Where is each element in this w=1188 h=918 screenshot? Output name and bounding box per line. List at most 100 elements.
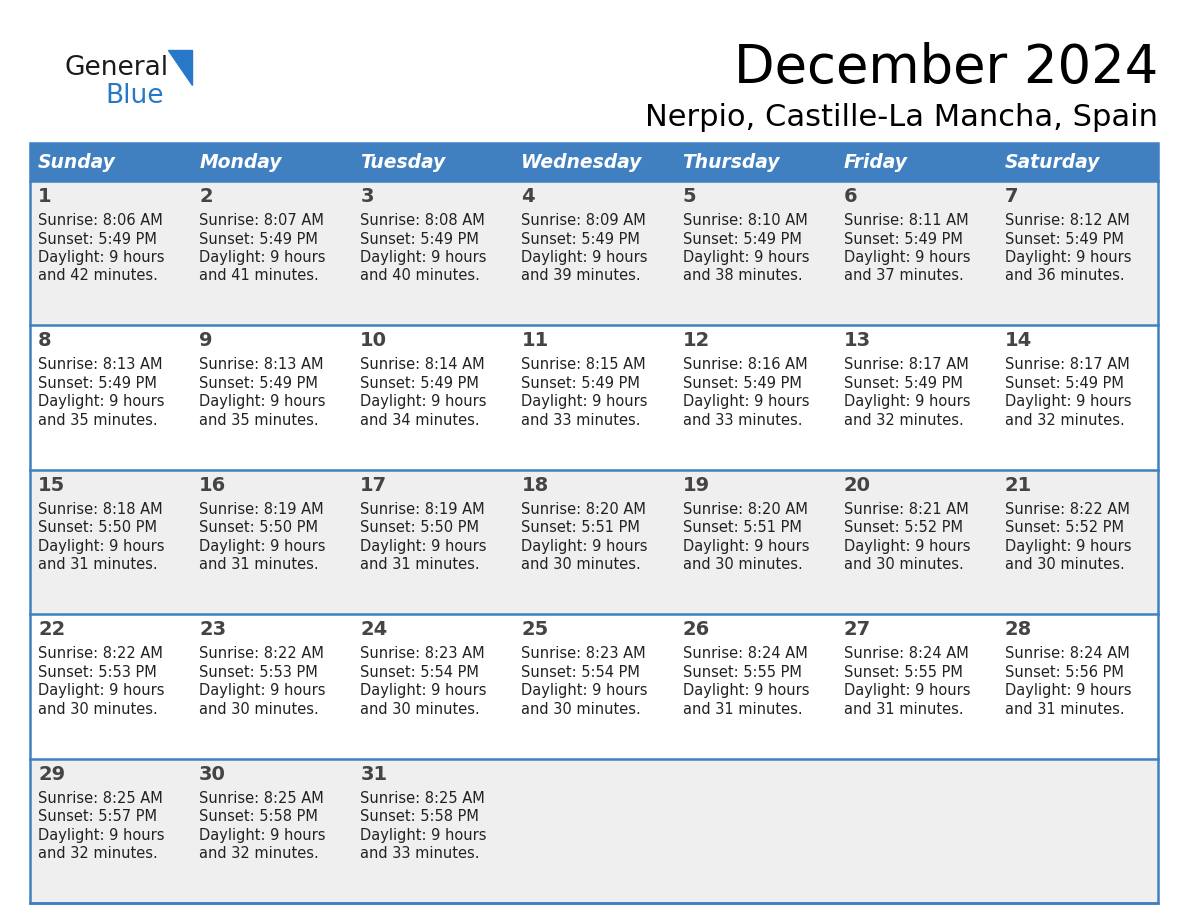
Bar xyxy=(30,181,1158,325)
Text: Sunrise: 8:08 AM: Sunrise: 8:08 AM xyxy=(360,213,485,228)
Bar xyxy=(30,614,1158,758)
Text: Sunrise: 8:17 AM: Sunrise: 8:17 AM xyxy=(1005,357,1130,373)
Text: 8: 8 xyxy=(38,331,51,351)
Text: and 32 minutes.: and 32 minutes. xyxy=(843,413,963,428)
Text: 28: 28 xyxy=(1005,621,1032,639)
Text: 30: 30 xyxy=(200,765,226,784)
Text: Sunset: 5:49 PM: Sunset: 5:49 PM xyxy=(522,375,640,391)
Text: 6: 6 xyxy=(843,187,858,206)
Text: Sunrise: 8:25 AM: Sunrise: 8:25 AM xyxy=(38,790,163,806)
Text: Sunset: 5:54 PM: Sunset: 5:54 PM xyxy=(360,665,479,679)
Text: Sunrise: 8:13 AM: Sunrise: 8:13 AM xyxy=(200,357,323,373)
Text: Daylight: 9 hours: Daylight: 9 hours xyxy=(200,683,326,699)
Text: and 33 minutes.: and 33 minutes. xyxy=(683,413,802,428)
Text: Sunrise: 8:24 AM: Sunrise: 8:24 AM xyxy=(1005,646,1130,661)
Text: and 38 minutes.: and 38 minutes. xyxy=(683,268,802,284)
Text: Sunset: 5:49 PM: Sunset: 5:49 PM xyxy=(38,375,157,391)
Text: Daylight: 9 hours: Daylight: 9 hours xyxy=(360,539,487,554)
Text: Sunset: 5:53 PM: Sunset: 5:53 PM xyxy=(38,665,157,679)
Bar xyxy=(353,143,513,181)
Text: and 31 minutes.: and 31 minutes. xyxy=(683,701,802,717)
Text: Daylight: 9 hours: Daylight: 9 hours xyxy=(522,250,647,265)
Text: 20: 20 xyxy=(843,476,871,495)
Text: 31: 31 xyxy=(360,765,387,784)
Text: Daylight: 9 hours: Daylight: 9 hours xyxy=(38,250,164,265)
Text: Sunrise: 8:12 AM: Sunrise: 8:12 AM xyxy=(1005,213,1130,228)
Text: Sunrise: 8:19 AM: Sunrise: 8:19 AM xyxy=(200,502,324,517)
Text: Daylight: 9 hours: Daylight: 9 hours xyxy=(1005,395,1131,409)
Text: 29: 29 xyxy=(38,765,65,784)
Text: Sunset: 5:52 PM: Sunset: 5:52 PM xyxy=(843,521,962,535)
Text: Sunrise: 8:20 AM: Sunrise: 8:20 AM xyxy=(522,502,646,517)
Text: Daylight: 9 hours: Daylight: 9 hours xyxy=(38,828,164,843)
Text: and 30 minutes.: and 30 minutes. xyxy=(522,557,642,572)
Text: Sunset: 5:49 PM: Sunset: 5:49 PM xyxy=(200,375,318,391)
Text: and 33 minutes.: and 33 minutes. xyxy=(522,413,642,428)
Text: 15: 15 xyxy=(38,476,65,495)
Bar xyxy=(30,758,1158,903)
Text: Sunrise: 8:06 AM: Sunrise: 8:06 AM xyxy=(38,213,163,228)
Bar xyxy=(30,325,1158,470)
Text: Sunrise: 8:11 AM: Sunrise: 8:11 AM xyxy=(843,213,968,228)
Bar xyxy=(675,143,835,181)
Text: Sunset: 5:58 PM: Sunset: 5:58 PM xyxy=(200,809,318,824)
Text: Sunrise: 8:23 AM: Sunrise: 8:23 AM xyxy=(522,646,646,661)
Text: Sunset: 5:57 PM: Sunset: 5:57 PM xyxy=(38,809,157,824)
Text: Sunrise: 8:22 AM: Sunrise: 8:22 AM xyxy=(1005,502,1130,517)
Text: Daylight: 9 hours: Daylight: 9 hours xyxy=(683,683,809,699)
Text: Daylight: 9 hours: Daylight: 9 hours xyxy=(683,250,809,265)
Text: Nerpio, Castille-La Mancha, Spain: Nerpio, Castille-La Mancha, Spain xyxy=(645,104,1158,132)
Bar xyxy=(30,143,191,181)
Text: 10: 10 xyxy=(360,331,387,351)
Text: 14: 14 xyxy=(1005,331,1032,351)
Text: Sunrise: 8:16 AM: Sunrise: 8:16 AM xyxy=(683,357,807,373)
Text: Sunrise: 8:19 AM: Sunrise: 8:19 AM xyxy=(360,502,485,517)
Bar xyxy=(30,470,1158,614)
Text: Daylight: 9 hours: Daylight: 9 hours xyxy=(200,828,326,843)
Text: 25: 25 xyxy=(522,621,549,639)
Text: Sunset: 5:58 PM: Sunset: 5:58 PM xyxy=(360,809,479,824)
Text: Daylight: 9 hours: Daylight: 9 hours xyxy=(38,683,164,699)
Text: and 30 minutes.: and 30 minutes. xyxy=(843,557,963,572)
Text: and 32 minutes.: and 32 minutes. xyxy=(200,846,318,861)
Text: 26: 26 xyxy=(683,621,709,639)
Text: Daylight: 9 hours: Daylight: 9 hours xyxy=(38,395,164,409)
Text: and 30 minutes.: and 30 minutes. xyxy=(38,701,158,717)
Text: Daylight: 9 hours: Daylight: 9 hours xyxy=(360,395,487,409)
Text: Blue: Blue xyxy=(105,83,164,109)
Text: Sunrise: 8:17 AM: Sunrise: 8:17 AM xyxy=(843,357,968,373)
Text: Sunrise: 8:23 AM: Sunrise: 8:23 AM xyxy=(360,646,485,661)
Text: Daylight: 9 hours: Daylight: 9 hours xyxy=(1005,539,1131,554)
Text: and 31 minutes.: and 31 minutes. xyxy=(360,557,480,572)
Text: Wednesday: Wednesday xyxy=(522,152,642,172)
Text: Daylight: 9 hours: Daylight: 9 hours xyxy=(200,250,326,265)
Text: 4: 4 xyxy=(522,187,535,206)
Text: Sunrise: 8:25 AM: Sunrise: 8:25 AM xyxy=(360,790,485,806)
Text: and 37 minutes.: and 37 minutes. xyxy=(843,268,963,284)
Text: Daylight: 9 hours: Daylight: 9 hours xyxy=(843,395,971,409)
Text: Monday: Monday xyxy=(200,152,282,172)
Text: 3: 3 xyxy=(360,187,374,206)
Text: Sunrise: 8:24 AM: Sunrise: 8:24 AM xyxy=(683,646,808,661)
Text: 2: 2 xyxy=(200,187,213,206)
Text: Sunset: 5:55 PM: Sunset: 5:55 PM xyxy=(683,665,802,679)
Text: Tuesday: Tuesday xyxy=(360,152,446,172)
Text: and 30 minutes.: and 30 minutes. xyxy=(360,701,480,717)
Text: and 30 minutes.: and 30 minutes. xyxy=(200,701,318,717)
Text: 7: 7 xyxy=(1005,187,1018,206)
Text: Daylight: 9 hours: Daylight: 9 hours xyxy=(360,828,487,843)
Text: Sunset: 5:52 PM: Sunset: 5:52 PM xyxy=(1005,521,1124,535)
Text: 23: 23 xyxy=(200,621,226,639)
Text: Sunset: 5:49 PM: Sunset: 5:49 PM xyxy=(200,231,318,247)
Text: and 30 minutes.: and 30 minutes. xyxy=(522,701,642,717)
Text: and 39 minutes.: and 39 minutes. xyxy=(522,268,642,284)
Text: Sunrise: 8:18 AM: Sunrise: 8:18 AM xyxy=(38,502,163,517)
Text: December 2024: December 2024 xyxy=(734,42,1158,94)
Text: Sunrise: 8:09 AM: Sunrise: 8:09 AM xyxy=(522,213,646,228)
Text: Sunrise: 8:24 AM: Sunrise: 8:24 AM xyxy=(843,646,968,661)
Text: Friday: Friday xyxy=(843,152,908,172)
Text: Daylight: 9 hours: Daylight: 9 hours xyxy=(683,395,809,409)
Text: Thursday: Thursday xyxy=(683,152,781,172)
Text: Daylight: 9 hours: Daylight: 9 hours xyxy=(843,683,971,699)
Text: Daylight: 9 hours: Daylight: 9 hours xyxy=(360,250,487,265)
